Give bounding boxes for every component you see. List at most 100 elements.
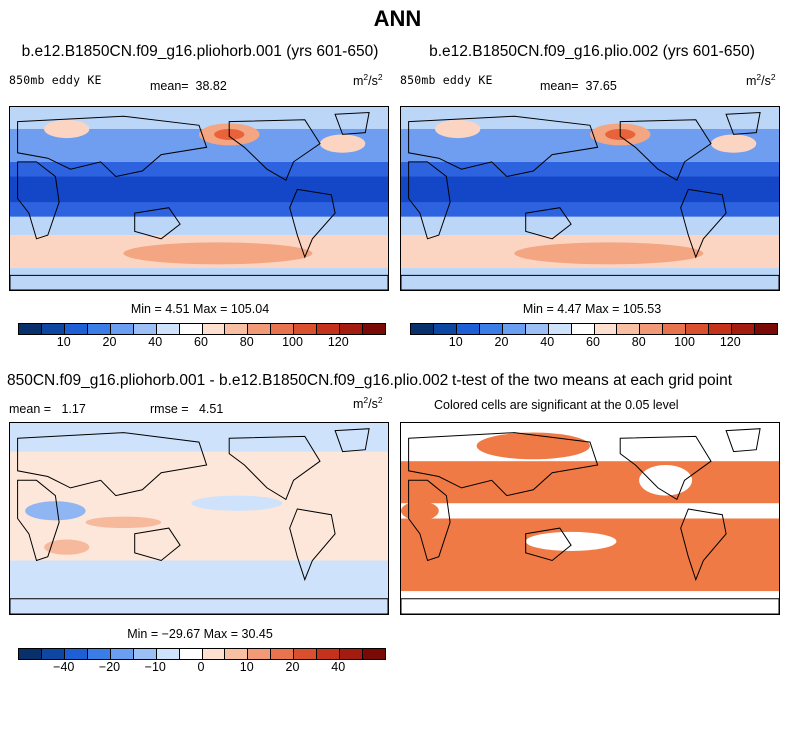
coastline [17,432,208,497]
colorbar-swatch [317,649,341,659]
colorbar-swatch [732,324,756,334]
coastline [17,161,60,240]
storm-track-europe [44,119,90,139]
coastline [134,207,181,240]
coastline [401,598,779,614]
sig-band-south [401,518,779,592]
colorbar-swatch [571,324,595,334]
panel4-map [400,422,780,615]
colorbar-tick-label: 100 [282,335,303,349]
coastline [10,598,388,614]
colorbar-abs-1 [18,323,386,335]
panel2-units: m2/s2 [746,72,776,89]
coastline [525,527,572,562]
panel1-map [9,106,389,291]
colorbar-tick-label: −10 [144,660,166,674]
field-band-deep-tropics [401,176,779,203]
colorbar-swatch [156,324,180,334]
colorbar-tick-label: 120 [719,335,741,349]
coastline [725,111,761,135]
colorbar-swatch [640,324,664,334]
coastline [725,428,761,453]
colorbar-tick-label: −40 [53,660,75,674]
coastline [619,435,712,501]
colorbar-swatch [248,324,272,334]
colorbar-tick-label: 40 [331,660,346,674]
panel2-title: b.e12.B1850CN.f09_g16.plio.002 (yrs 601-… [429,43,755,60]
field-band-south [10,560,388,614]
nonsig-gap-south [525,531,617,551]
coastline [408,115,599,178]
field-band-arctic [401,107,779,129]
colorbar-swatch [294,649,318,659]
panel3-stats: Min = −29.67 Max = 30.45 [127,627,273,641]
panel2-mean: mean= 37.65 [540,79,617,93]
colorbar-tick-label: 80 [239,335,254,349]
colorbar-swatch [271,649,295,659]
colorbar-swatch [340,324,364,334]
panel1-variable: 850mb eddy KE [9,73,102,87]
colorbar-tick-label: 40 [148,335,163,349]
colorbar-swatch [87,324,111,334]
coastline [289,508,336,582]
coastline [334,111,370,135]
coastline [408,479,451,562]
colorbar-swatch [456,324,480,334]
colorbar-tick-label: 20 [285,660,300,674]
colorbar-swatch [709,324,733,334]
colorbar-swatch [133,324,157,334]
colorbar-tick-label: 10 [239,660,254,674]
coastline [525,207,572,240]
panel2-variable: 850mb eddy KE [400,73,493,87]
colorbar-swatch [686,324,710,334]
colorbar-swatch [340,649,364,659]
neg-anomaly-indian [25,501,86,521]
coastline [17,479,60,562]
colorbar-swatch [110,324,134,334]
nonsig-gap-north [639,465,693,496]
colorbar-swatch [64,649,88,659]
colorbar-swatch [755,324,777,334]
colorbar-tick-label: 60 [194,335,208,349]
storm-track-south [514,242,704,265]
panel3-units: m2/s2 [353,395,383,412]
sig-region-west [401,501,439,521]
coastline [228,435,321,501]
colorbar-swatch [179,649,203,659]
coastline [408,432,599,497]
colorbar-tick-label: 100 [674,335,695,349]
coastline [289,188,336,259]
panel1-stats: Min = 4.51 Max = 105.04 [130,302,270,316]
field-band-antarctic [401,268,779,290]
panel3-title: 850CN.f09_g16.pliohorb.001 - b.e12.B1850… [7,372,449,389]
coastline [401,274,779,290]
colorbar-swatch [248,649,272,659]
colorbar-swatch [502,324,526,334]
panel3-rmse: rmse = 4.51 [150,402,224,416]
coastline [134,527,181,562]
colorbar-swatch [225,324,249,334]
field-band-deep-tropics [10,176,388,203]
field-band-arctic [10,107,388,129]
colorbar-swatch [479,324,503,334]
colorbar-tick-label: 40 [540,335,555,349]
panel1-title: b.e12.B1850CN.f09_g16.pliohorb.001 (yrs … [21,43,379,60]
colorbar-swatch [411,324,434,334]
storm-track-atlantic [710,134,757,153]
colorbar-tick-label: 60 [586,335,600,349]
colorbar-tick-label: 10 [448,335,463,349]
colorbar-swatch [294,324,318,334]
panel4-title: t-test of the two means at each grid poi… [452,372,733,389]
colorbar-swatch [179,324,203,334]
coastline [17,115,208,178]
colorbar-swatch [41,649,65,659]
main-title: ANN [373,6,422,31]
colorbar-swatch [19,649,42,659]
sig-region-asia [476,432,590,460]
colorbar-tick-label: 20 [494,335,509,349]
storm-track-south [123,242,313,265]
coastline [10,274,388,290]
coastline [680,188,727,259]
pos-anomaly-south [44,539,90,555]
storm-track-europe [435,119,481,139]
